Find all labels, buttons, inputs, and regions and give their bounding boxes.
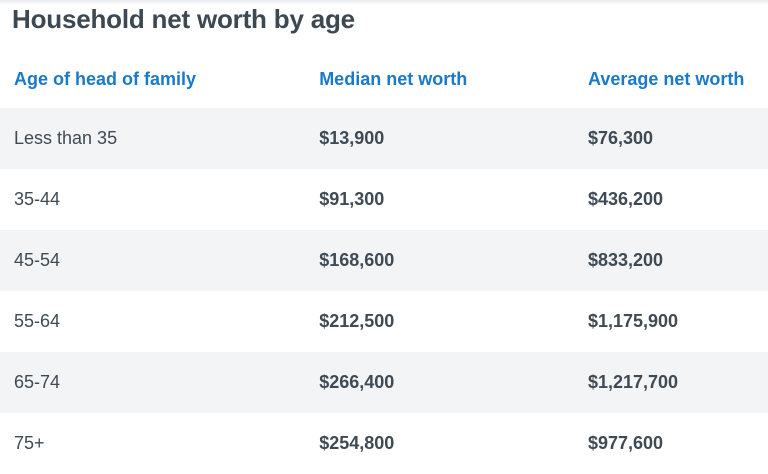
age-cell: 75+ — [14, 432, 45, 453]
median-cell: $212,500 — [319, 310, 395, 331]
table-row: 75+ $254,800 $977,600 — [0, 413, 768, 474]
median-cell: $254,800 — [319, 432, 395, 453]
table-row: 65-74 $266,400 $1,217,700 — [0, 351, 768, 413]
age-cell: 45-54 — [14, 249, 61, 270]
average-cell: $76,300 — [587, 127, 654, 148]
net-worth-table: Age of head of family Median net worth A… — [0, 54, 768, 474]
average-cell: $833,200 — [587, 249, 664, 270]
header-row: Age of head of family Median net worth A… — [0, 54, 768, 108]
average-cell: $977,600 — [587, 432, 664, 453]
age-cell: 35-44 — [14, 188, 61, 209]
median-cell: $91,300 — [319, 188, 385, 209]
average-cell: $1,175,900 — [587, 310, 679, 331]
median-cell: $266,400 — [319, 371, 395, 392]
age-cell: 55-64 — [14, 310, 61, 331]
table-row: 35-44 $91,300 $436,200 — [0, 169, 768, 230]
top-edge-divider — [0, 0, 768, 5]
table-row: 55-64 $212,500 $1,175,900 — [0, 291, 768, 352]
median-cell: $168,600 — [319, 249, 395, 270]
column-header-age: Age of head of family — [14, 69, 197, 90]
age-cell: 65-74 — [14, 371, 61, 392]
age-cell: Less than 35 — [14, 127, 118, 148]
median-cell: $13,900 — [319, 127, 385, 148]
page-title: Household net worth by age — [12, 4, 355, 34]
table-header: Age of head of family Median net worth A… — [0, 54, 768, 108]
average-cell: $1,217,700 — [587, 371, 679, 392]
column-header-median: Median net worth — [319, 69, 468, 90]
table-row: Less than 35 $13,900 $76,300 — [0, 107, 768, 169]
column-header-average: Average net worth — [587, 69, 745, 90]
table-body: Less than 35 $13,900 $76,300 35-44 $91,3… — [0, 107, 768, 474]
average-cell: $436,200 — [587, 188, 664, 209]
table-row: 45-54 $168,600 $833,200 — [0, 229, 768, 291]
